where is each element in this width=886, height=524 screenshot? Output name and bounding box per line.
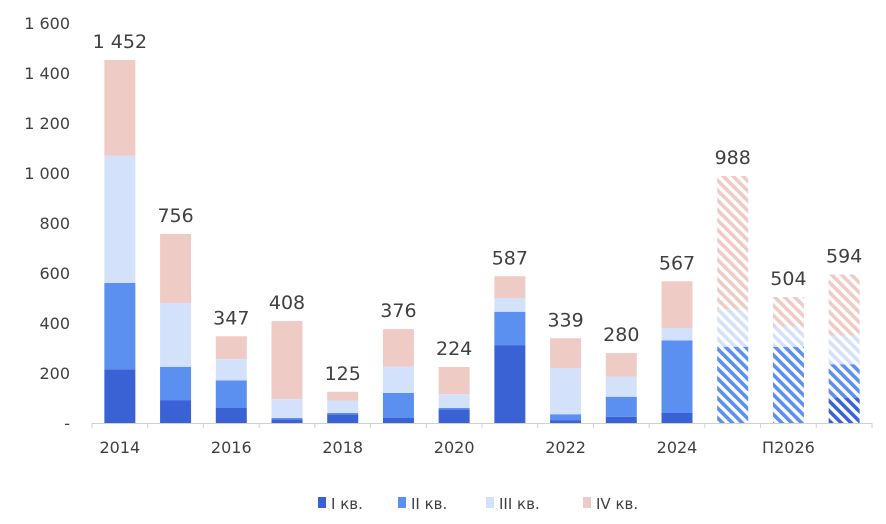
bar-segment-2018-q1 — [327, 414, 359, 423]
x-tick-label: 2020 — [434, 438, 475, 457]
bar-segment-2018-q2 — [327, 413, 359, 415]
bar-segment-2024-q2 — [661, 340, 693, 413]
bar-segment-2019-q2 — [382, 393, 414, 418]
bar-segment-2021-q3 — [494, 298, 526, 312]
bar-segment-2019-q4 — [382, 329, 414, 367]
bars — [104, 60, 860, 423]
bar-segment-2014-q1 — [104, 369, 136, 423]
total-label-2023: 280 — [603, 324, 639, 346]
x-tick-label: 2016 — [211, 438, 252, 457]
bar-segment-2024-q4 — [661, 281, 693, 328]
bar-segment-2025-q3 — [717, 309, 749, 347]
x-tick-label: 2024 — [657, 438, 698, 457]
bar-segment-2021-q2 — [494, 311, 526, 346]
total-label-2025: 988 — [715, 147, 751, 169]
bar-segment-2021-q1 — [494, 345, 526, 423]
x-tick-label: 2018 — [322, 438, 363, 457]
bar-segment-2015-q4 — [160, 234, 192, 303]
total-label-2022: 339 — [547, 309, 583, 331]
legend-label-q4: IV кв. — [596, 495, 638, 513]
bar-segment-2027-q1 — [828, 398, 860, 423]
total-label-2021: 587 — [492, 247, 528, 269]
x-tick-label: 2022 — [545, 438, 586, 457]
bar-segment-2020-q4 — [438, 367, 470, 395]
y-tick-label: 200 — [39, 364, 70, 383]
total-label-2019: 376 — [380, 300, 416, 322]
bar-segment-2019-q3 — [382, 366, 414, 393]
bar-segment-2026-q3 — [772, 326, 804, 347]
total-label-2026: 504 — [770, 268, 806, 290]
bar-segment-2024-q3 — [661, 328, 693, 341]
total-label-2024: 567 — [659, 252, 695, 274]
bar-segment-2017-q4 — [271, 321, 303, 400]
bar-segment-2014-q2 — [104, 283, 136, 370]
bar-segment-2020-q2 — [438, 408, 470, 410]
bar-segment-2023-q4 — [605, 353, 637, 377]
bar-segment-2019-q1 — [382, 418, 414, 423]
total-label-2027: 594 — [826, 246, 862, 268]
bar-segment-2024-q1 — [661, 413, 693, 423]
bar-segment-2020-q3 — [438, 394, 470, 408]
bar-segment-2022-q2 — [550, 414, 582, 421]
total-label-2014: 1 452 — [93, 31, 147, 53]
bar-segment-2016-q1 — [215, 408, 247, 423]
y-tick-label: 600 — [39, 264, 70, 283]
bar-segment-2025-q2 — [717, 346, 749, 423]
y-axis: - 200 400 600 800 1 000 1 200 1 400 1 600 — [24, 14, 70, 433]
total-label-2018: 125 — [325, 363, 361, 385]
bar-segment-2023-q1 — [605, 416, 637, 423]
bar-segment-2016-q3 — [215, 359, 247, 381]
legend-label-q2: II кв. — [411, 495, 447, 513]
y-tick-label: 400 — [39, 314, 70, 333]
legend-swatch-q2 — [398, 497, 406, 508]
bar-segment-2027-q3 — [828, 335, 860, 365]
bar-segment-2027-q4 — [828, 274, 860, 336]
bar-segment-2018-q3 — [327, 400, 359, 413]
bar-segment-2015-q2 — [160, 366, 192, 401]
y-tick-label: - — [64, 414, 70, 433]
total-label-2016: 347 — [213, 307, 249, 329]
bar-segment-2022-q3 — [550, 368, 582, 415]
y-tick-label: 800 — [39, 214, 70, 233]
bar-segment-2021-q4 — [494, 276, 526, 298]
bar-segment-2016-q2 — [215, 380, 247, 408]
bar-segment-2017-q3 — [271, 399, 303, 418]
bar-segment-2026-q2 — [772, 346, 804, 423]
bar-segment-2022-q1 — [550, 420, 582, 423]
legend-swatch-q4 — [583, 497, 591, 508]
y-tick-label: 1 600 — [24, 14, 70, 33]
legend-label-q1: I кв. — [331, 495, 363, 513]
y-tick-label: 1 400 — [24, 64, 70, 83]
bar-segment-2014-q3 — [104, 155, 136, 283]
bar-segment-2026-q4 — [772, 297, 804, 327]
bar-segment-2015-q3 — [160, 303, 192, 367]
bar-segment-2017-q1 — [271, 419, 303, 423]
y-tick-label: 1 000 — [24, 164, 70, 183]
legend-swatch-q1 — [318, 497, 326, 508]
x-axis: 2014 2016 2018 2020 2022 2024 П2026 — [91, 423, 873, 457]
bar-segment-2014-q4 — [104, 60, 136, 156]
bar-segment-2023-q3 — [605, 376, 637, 397]
legend: I кв. II кв. III кв. IV кв. — [318, 495, 638, 513]
bar-segment-2027-q2 — [828, 364, 860, 398]
bar-segment-2018-q4 — [327, 391, 359, 401]
bar-segment-2020-q1 — [438, 409, 470, 423]
total-label-2017: 408 — [269, 292, 305, 314]
bar-segment-2015-q1 — [160, 400, 192, 423]
bar-segment-2017-q2 — [271, 418, 303, 420]
bar-segment-2022-q4 — [550, 338, 582, 368]
x-tick-label: П2026 — [762, 438, 815, 457]
total-label-2020: 224 — [436, 338, 472, 360]
x-tick-label: 2014 — [99, 438, 140, 457]
bar-segment-2023-q2 — [605, 396, 637, 417]
total-label-2015: 756 — [157, 205, 193, 227]
legend-swatch-q3 — [486, 497, 494, 508]
legend-label-q3: III кв. — [499, 495, 540, 513]
total-labels: 1 452 756 347 408 125 376 224 587 339 280 567 988 50… — [93, 31, 863, 385]
bar-segment-2016-q4 — [215, 336, 247, 360]
y-tick-label: 1 200 — [24, 114, 70, 133]
bar-segment-2025-q4 — [717, 176, 749, 310]
